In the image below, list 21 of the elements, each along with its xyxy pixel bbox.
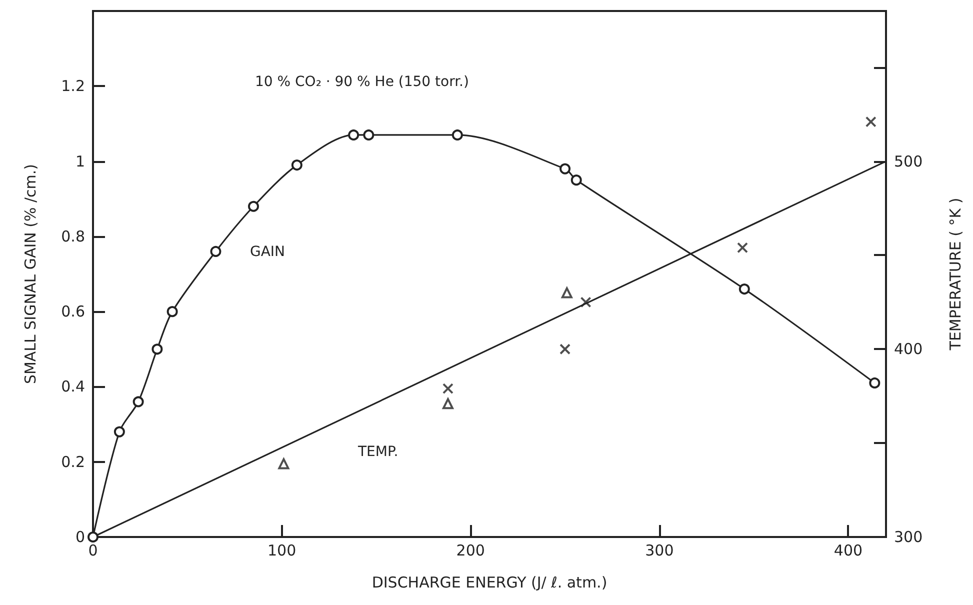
x-tick-label: 300 bbox=[645, 542, 674, 560]
y2-tick-label: 300 bbox=[894, 528, 923, 546]
x-tick-label: 100 bbox=[267, 542, 296, 560]
y2-tick-label: 400 bbox=[894, 340, 923, 358]
x-tick-label: 400 bbox=[834, 542, 863, 560]
y2-axis-title: TEMPERATURE ( °K ) bbox=[946, 198, 964, 352]
text: 10 % CO₂ · 90 % He (150 torr.) bbox=[255, 74, 469, 90]
x-tick-label: 0 bbox=[88, 542, 98, 560]
y-tick-label: 0.2 bbox=[61, 452, 85, 471]
y-tick-label: 0.4 bbox=[61, 378, 85, 396]
annotation: GAIN bbox=[250, 244, 286, 260]
y-tick-label: 0.6 bbox=[61, 302, 85, 321]
y2-tick-label: 500 bbox=[894, 152, 923, 170]
y-axis-title: SMALL SIGNAL GAIN (% /cm.) bbox=[22, 164, 40, 384]
y-tick-label: 1.2 bbox=[61, 77, 85, 96]
x-axis-title: DISCHARGE ENERGY (J/ ℓ. atm.) bbox=[372, 574, 608, 592]
y-tick-label: 1 bbox=[75, 152, 85, 170]
annotation: TEMP. bbox=[357, 444, 398, 460]
x-tick-label: 200 bbox=[456, 542, 485, 560]
y-tick-label: 0.8 bbox=[61, 227, 85, 246]
y-tick-label: 0 bbox=[75, 528, 85, 546]
